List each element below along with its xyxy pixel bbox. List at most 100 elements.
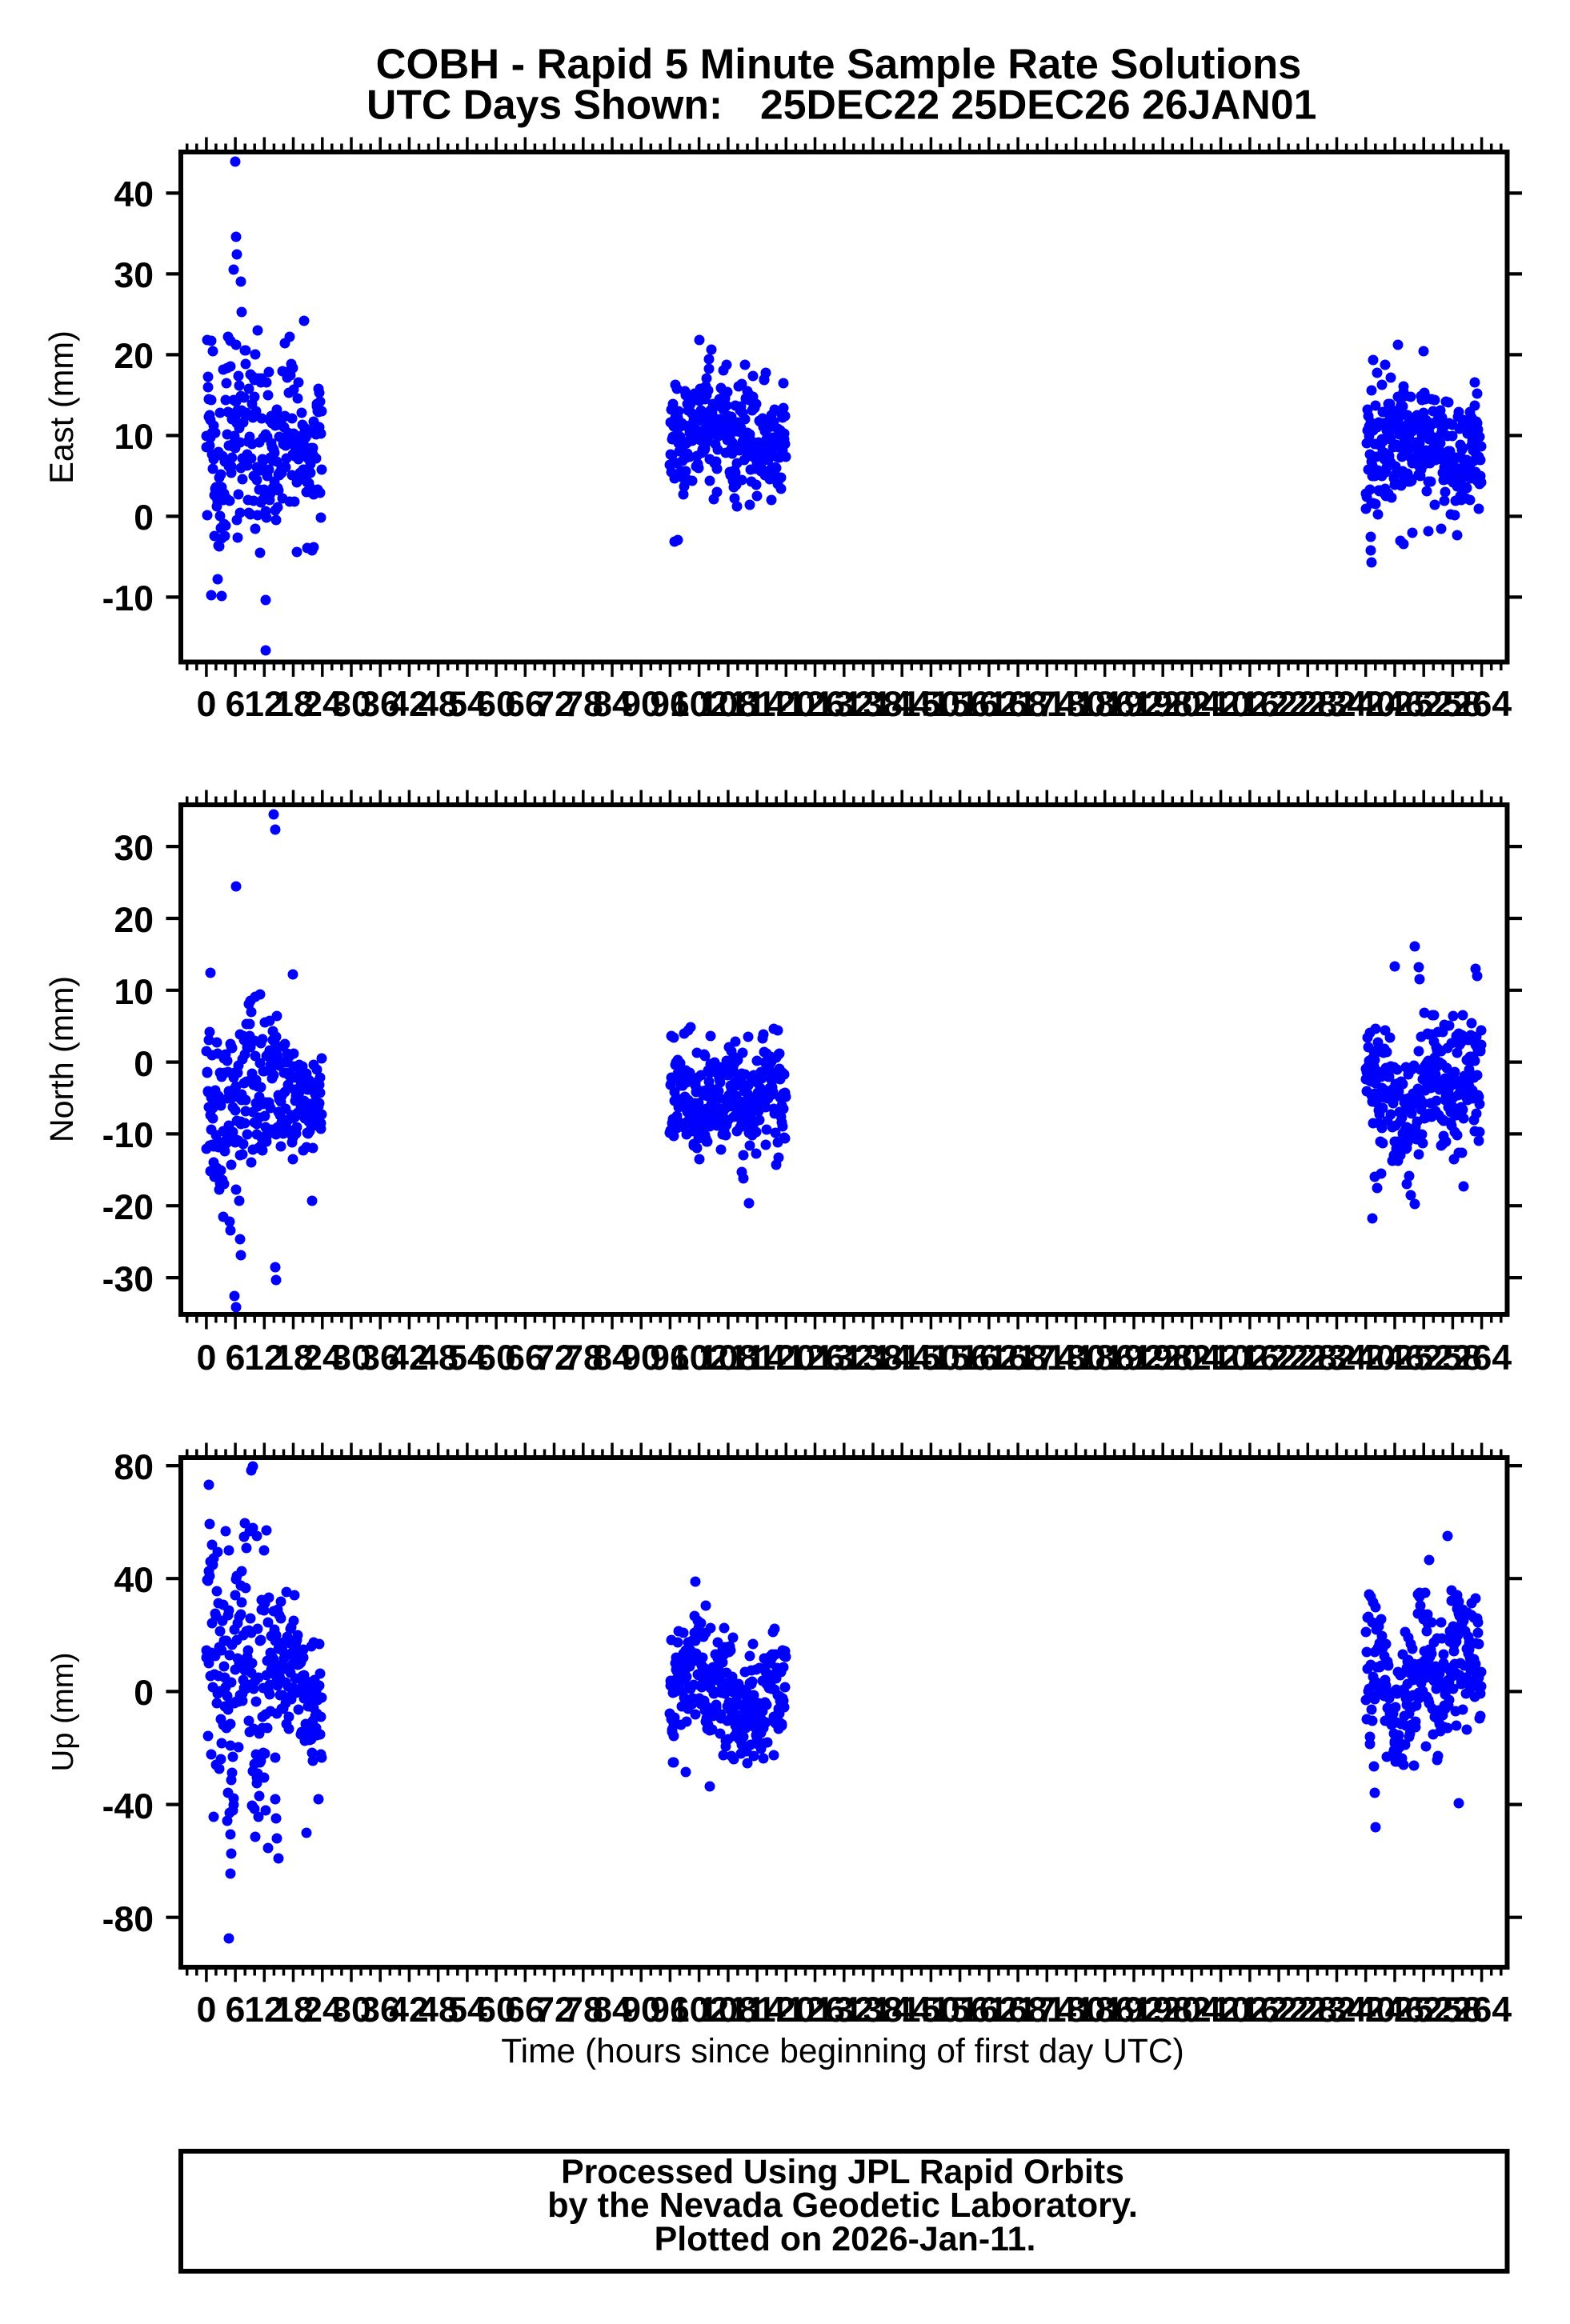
svg-text:144: 144 [872,1990,931,2030]
svg-text:144: 144 [872,1338,931,1378]
svg-text:10: 10 [114,973,154,1012]
svg-text:252: 252 [1394,1990,1453,2030]
svg-text:East (mm): East (mm) [42,330,80,484]
svg-text:40: 40 [114,175,154,214]
svg-text:198: 198 [1133,1990,1192,2030]
svg-text:-10: -10 [102,579,154,618]
svg-text:204: 204 [1162,1338,1221,1378]
svg-text:30: 30 [331,1338,371,1378]
svg-text:150: 150 [901,685,960,724]
svg-text:252: 252 [1394,1338,1453,1378]
svg-text:84: 84 [592,1338,632,1378]
svg-text:258: 258 [1423,685,1482,724]
svg-text:126: 126 [786,1990,845,2030]
svg-text:84: 84 [592,1990,632,2030]
svg-text:216: 216 [1220,685,1280,724]
svg-text:20: 20 [114,901,154,940]
svg-text:30: 30 [331,1990,371,2030]
svg-text:204: 204 [1162,685,1221,724]
svg-text:246: 246 [1365,1338,1424,1378]
svg-text:168: 168 [988,1338,1047,1378]
svg-text:12: 12 [244,1338,284,1378]
svg-text:120: 120 [756,1990,815,2030]
svg-text:72: 72 [535,1338,575,1378]
svg-text:138: 138 [843,1338,903,1378]
svg-text:234: 234 [1308,1990,1367,2030]
svg-text:Plotted on 2026-Jan-11.: Plotted on 2026-Jan-11. [655,2220,1036,2258]
svg-text:90: 90 [621,1338,661,1378]
svg-text:120: 120 [756,1338,815,1378]
svg-text:72: 72 [535,685,575,724]
svg-text:12: 12 [244,1990,284,2030]
svg-text:30: 30 [114,829,154,868]
svg-text:174: 174 [1017,685,1076,724]
svg-text:0: 0 [197,1990,217,2030]
svg-text:66: 66 [505,1338,545,1378]
svg-text:66: 66 [505,685,545,724]
svg-text:114: 114 [728,1990,786,2030]
svg-text:216: 216 [1220,1990,1280,2030]
svg-text:246: 246 [1365,1990,1424,2030]
svg-text:30: 30 [114,256,154,295]
svg-text:180: 180 [1047,685,1106,724]
svg-text:by the Nevada Geodetic Laborat: by the Nevada Geodetic Laboratory. [547,2186,1138,2225]
svg-text:192: 192 [1104,685,1163,724]
svg-text:18: 18 [274,685,314,724]
svg-text:24: 24 [302,1990,342,2030]
svg-text:12: 12 [244,685,284,724]
svg-text:120: 120 [756,685,815,724]
svg-text:138: 138 [843,1990,903,2030]
svg-text:66: 66 [505,1990,545,2030]
svg-text:42: 42 [389,685,429,724]
svg-text:150: 150 [901,1990,960,2030]
svg-text:-30: -30 [102,1260,154,1299]
svg-text:234: 234 [1308,685,1367,724]
svg-text:180: 180 [1047,1338,1106,1378]
svg-text:210: 210 [1192,685,1251,724]
svg-text:102: 102 [670,685,729,724]
svg-text:Processed Using JPL Rapid Orbi: Processed Using JPL Rapid Orbits [561,2153,1124,2191]
svg-text:North (mm): North (mm) [43,976,80,1142]
svg-text:78: 78 [563,1990,603,2030]
svg-text:222: 222 [1249,1338,1308,1378]
svg-text:80: 80 [114,1448,154,1487]
svg-text:60: 60 [476,1338,516,1378]
svg-text:108: 108 [699,685,758,724]
svg-text:0: 0 [197,1338,217,1378]
svg-text:78: 78 [563,1338,603,1378]
svg-text:18: 18 [274,1338,314,1378]
svg-text:258: 258 [1423,1990,1482,2030]
svg-text:6: 6 [226,1338,246,1378]
svg-text:264: 264 [1452,1338,1512,1378]
svg-text:20: 20 [114,337,154,376]
svg-text:-10: -10 [102,1116,154,1155]
svg-text:60: 60 [476,685,516,724]
svg-text:198: 198 [1133,1338,1192,1378]
svg-text:132: 132 [815,685,874,724]
svg-text:60: 60 [476,1990,516,2030]
svg-text:228: 228 [1278,1990,1337,2030]
svg-text:96: 96 [650,1990,690,2030]
svg-text:252: 252 [1394,685,1453,724]
svg-text:222: 222 [1249,1990,1308,2030]
svg-text:174: 174 [1017,1990,1076,2030]
svg-text:210: 210 [1192,1338,1251,1378]
svg-text:174: 174 [1017,1338,1076,1378]
svg-text:228: 228 [1278,685,1337,724]
svg-text:264: 264 [1452,1990,1512,2030]
svg-text:246: 246 [1365,685,1424,724]
svg-text:Time (hours since beginning of: Time (hours since beginning of first day… [501,2033,1184,2070]
svg-text:72: 72 [535,1990,575,2030]
svg-text:102: 102 [670,1990,729,2030]
svg-text:132: 132 [815,1990,874,2030]
svg-text:216: 216 [1220,1338,1280,1378]
svg-text:114: 114 [728,685,786,724]
svg-text:0: 0 [197,685,217,724]
svg-text:30: 30 [331,685,371,724]
svg-text:90: 90 [621,1990,661,2030]
svg-text:240: 240 [1336,1338,1396,1378]
svg-text:0: 0 [134,1674,154,1713]
svg-text:258: 258 [1423,1338,1482,1378]
svg-text:240: 240 [1336,685,1396,724]
svg-text:162: 162 [959,1338,1019,1378]
